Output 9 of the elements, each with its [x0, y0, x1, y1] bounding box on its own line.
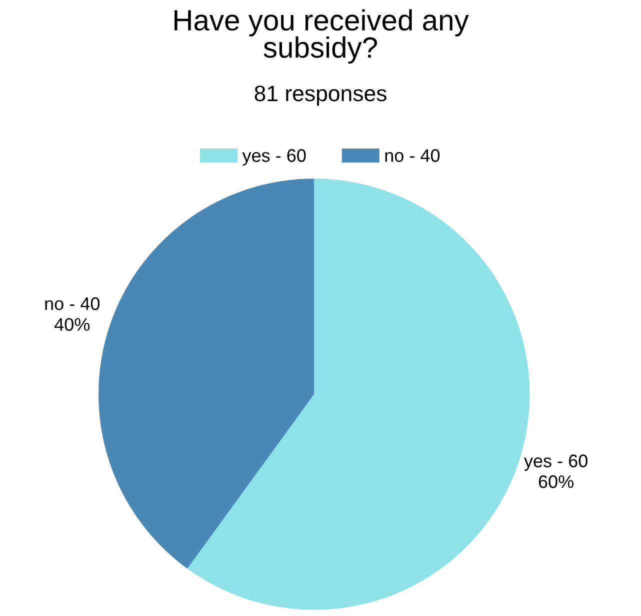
data-label: 40%	[54, 318, 90, 331]
slice-label: no - 40	[45, 297, 100, 310]
pie-slice	[98, 178, 314, 569]
legend-label: yes - 60	[242, 149, 306, 166]
chart-title: Have you received any subsidy?	[174, 9, 469, 64]
chart-subtitle: 81 responses	[254, 86, 386, 106]
legend-label: no - 40	[385, 149, 440, 162]
data-label: 60%	[538, 475, 574, 488]
slice-label: yes - 60	[524, 454, 588, 471]
